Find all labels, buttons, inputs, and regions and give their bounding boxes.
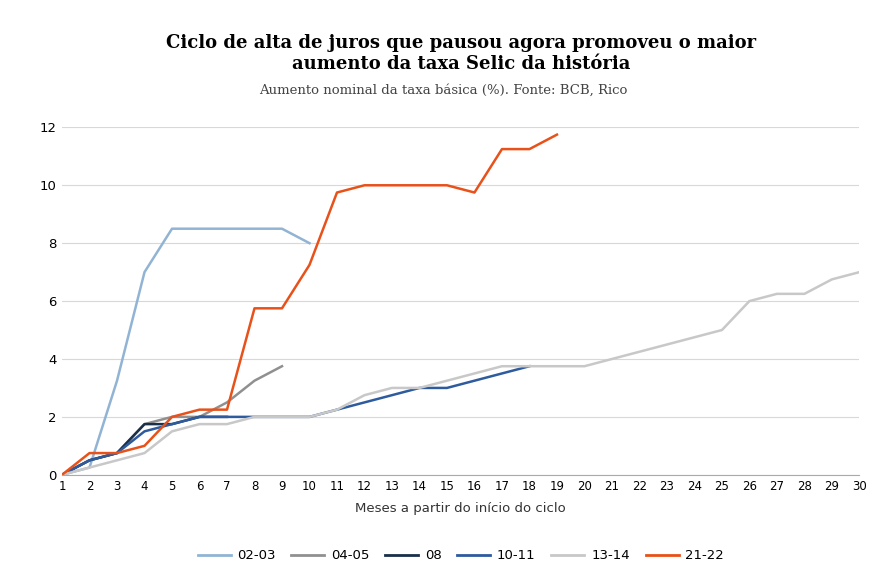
Text: Aumento nominal da taxa básica (%). Fonte: BCB, Rico: Aumento nominal da taxa básica (%). Font… [259,84,627,97]
Title: Ciclo de alta de juros que pausou agora promoveu o maior
aumento da taxa Selic d: Ciclo de alta de juros que pausou agora … [166,34,756,73]
Legend: 02-03, 04-05, 08, 10-11, 13-14, 21-22: 02-03, 04-05, 08, 10-11, 13-14, 21-22 [192,544,729,567]
X-axis label: Meses a partir do início do ciclo: Meses a partir do início do ciclo [355,501,566,515]
